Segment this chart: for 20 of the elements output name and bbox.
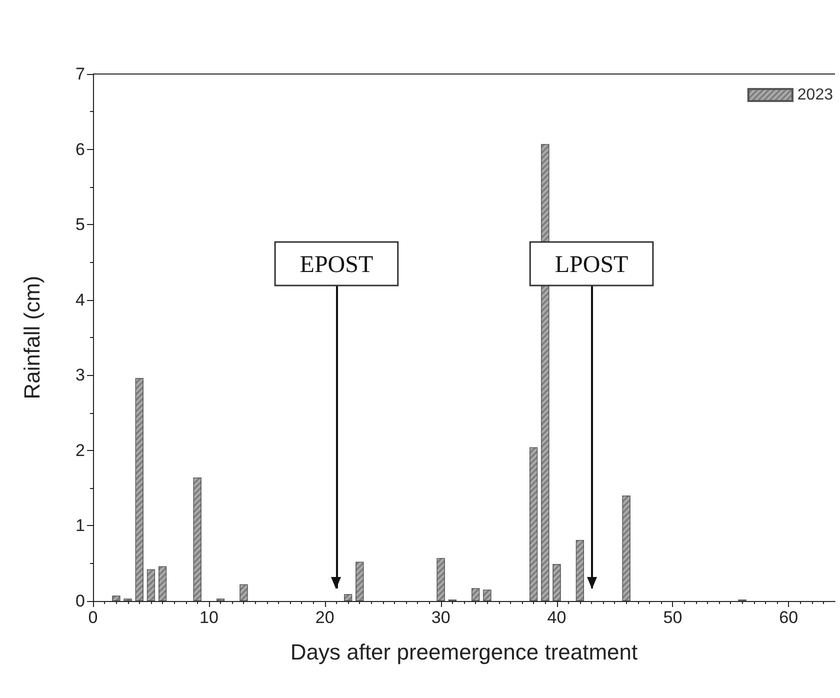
ref-line-label: LPOST [554,252,629,278]
x-tick-label: 40 [547,608,566,627]
x-tick-label: 30 [431,608,450,627]
x-tick-label: 60 [779,608,798,627]
x-tick-label: 0 [88,608,98,627]
x-tick-label: 20 [315,608,334,627]
y-tick-label: 7 [76,64,85,84]
y-tick-label: 2 [76,440,85,460]
legend-label: 2023 [797,86,834,104]
y-axis-title: Rainfall (cm) [20,276,44,400]
y-tick-label: 6 [76,140,85,159]
y-tick-label: 0 [76,592,85,610]
ref-line-label: EPOST [300,252,374,278]
x-tick-label: 10 [199,608,218,627]
x-tick-label: 50 [663,608,682,627]
y-tick-label: 4 [76,290,85,310]
x-axis-title: Days after preemergence treatment [290,640,638,664]
y-tick-label: 3 [76,366,85,385]
y-tick-label: 1 [76,516,85,536]
y-tick-label: 5 [76,215,85,234]
